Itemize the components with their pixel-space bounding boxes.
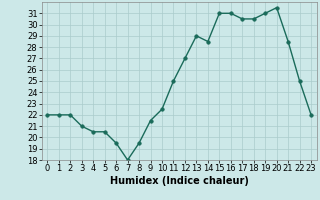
X-axis label: Humidex (Indice chaleur): Humidex (Indice chaleur): [110, 176, 249, 186]
